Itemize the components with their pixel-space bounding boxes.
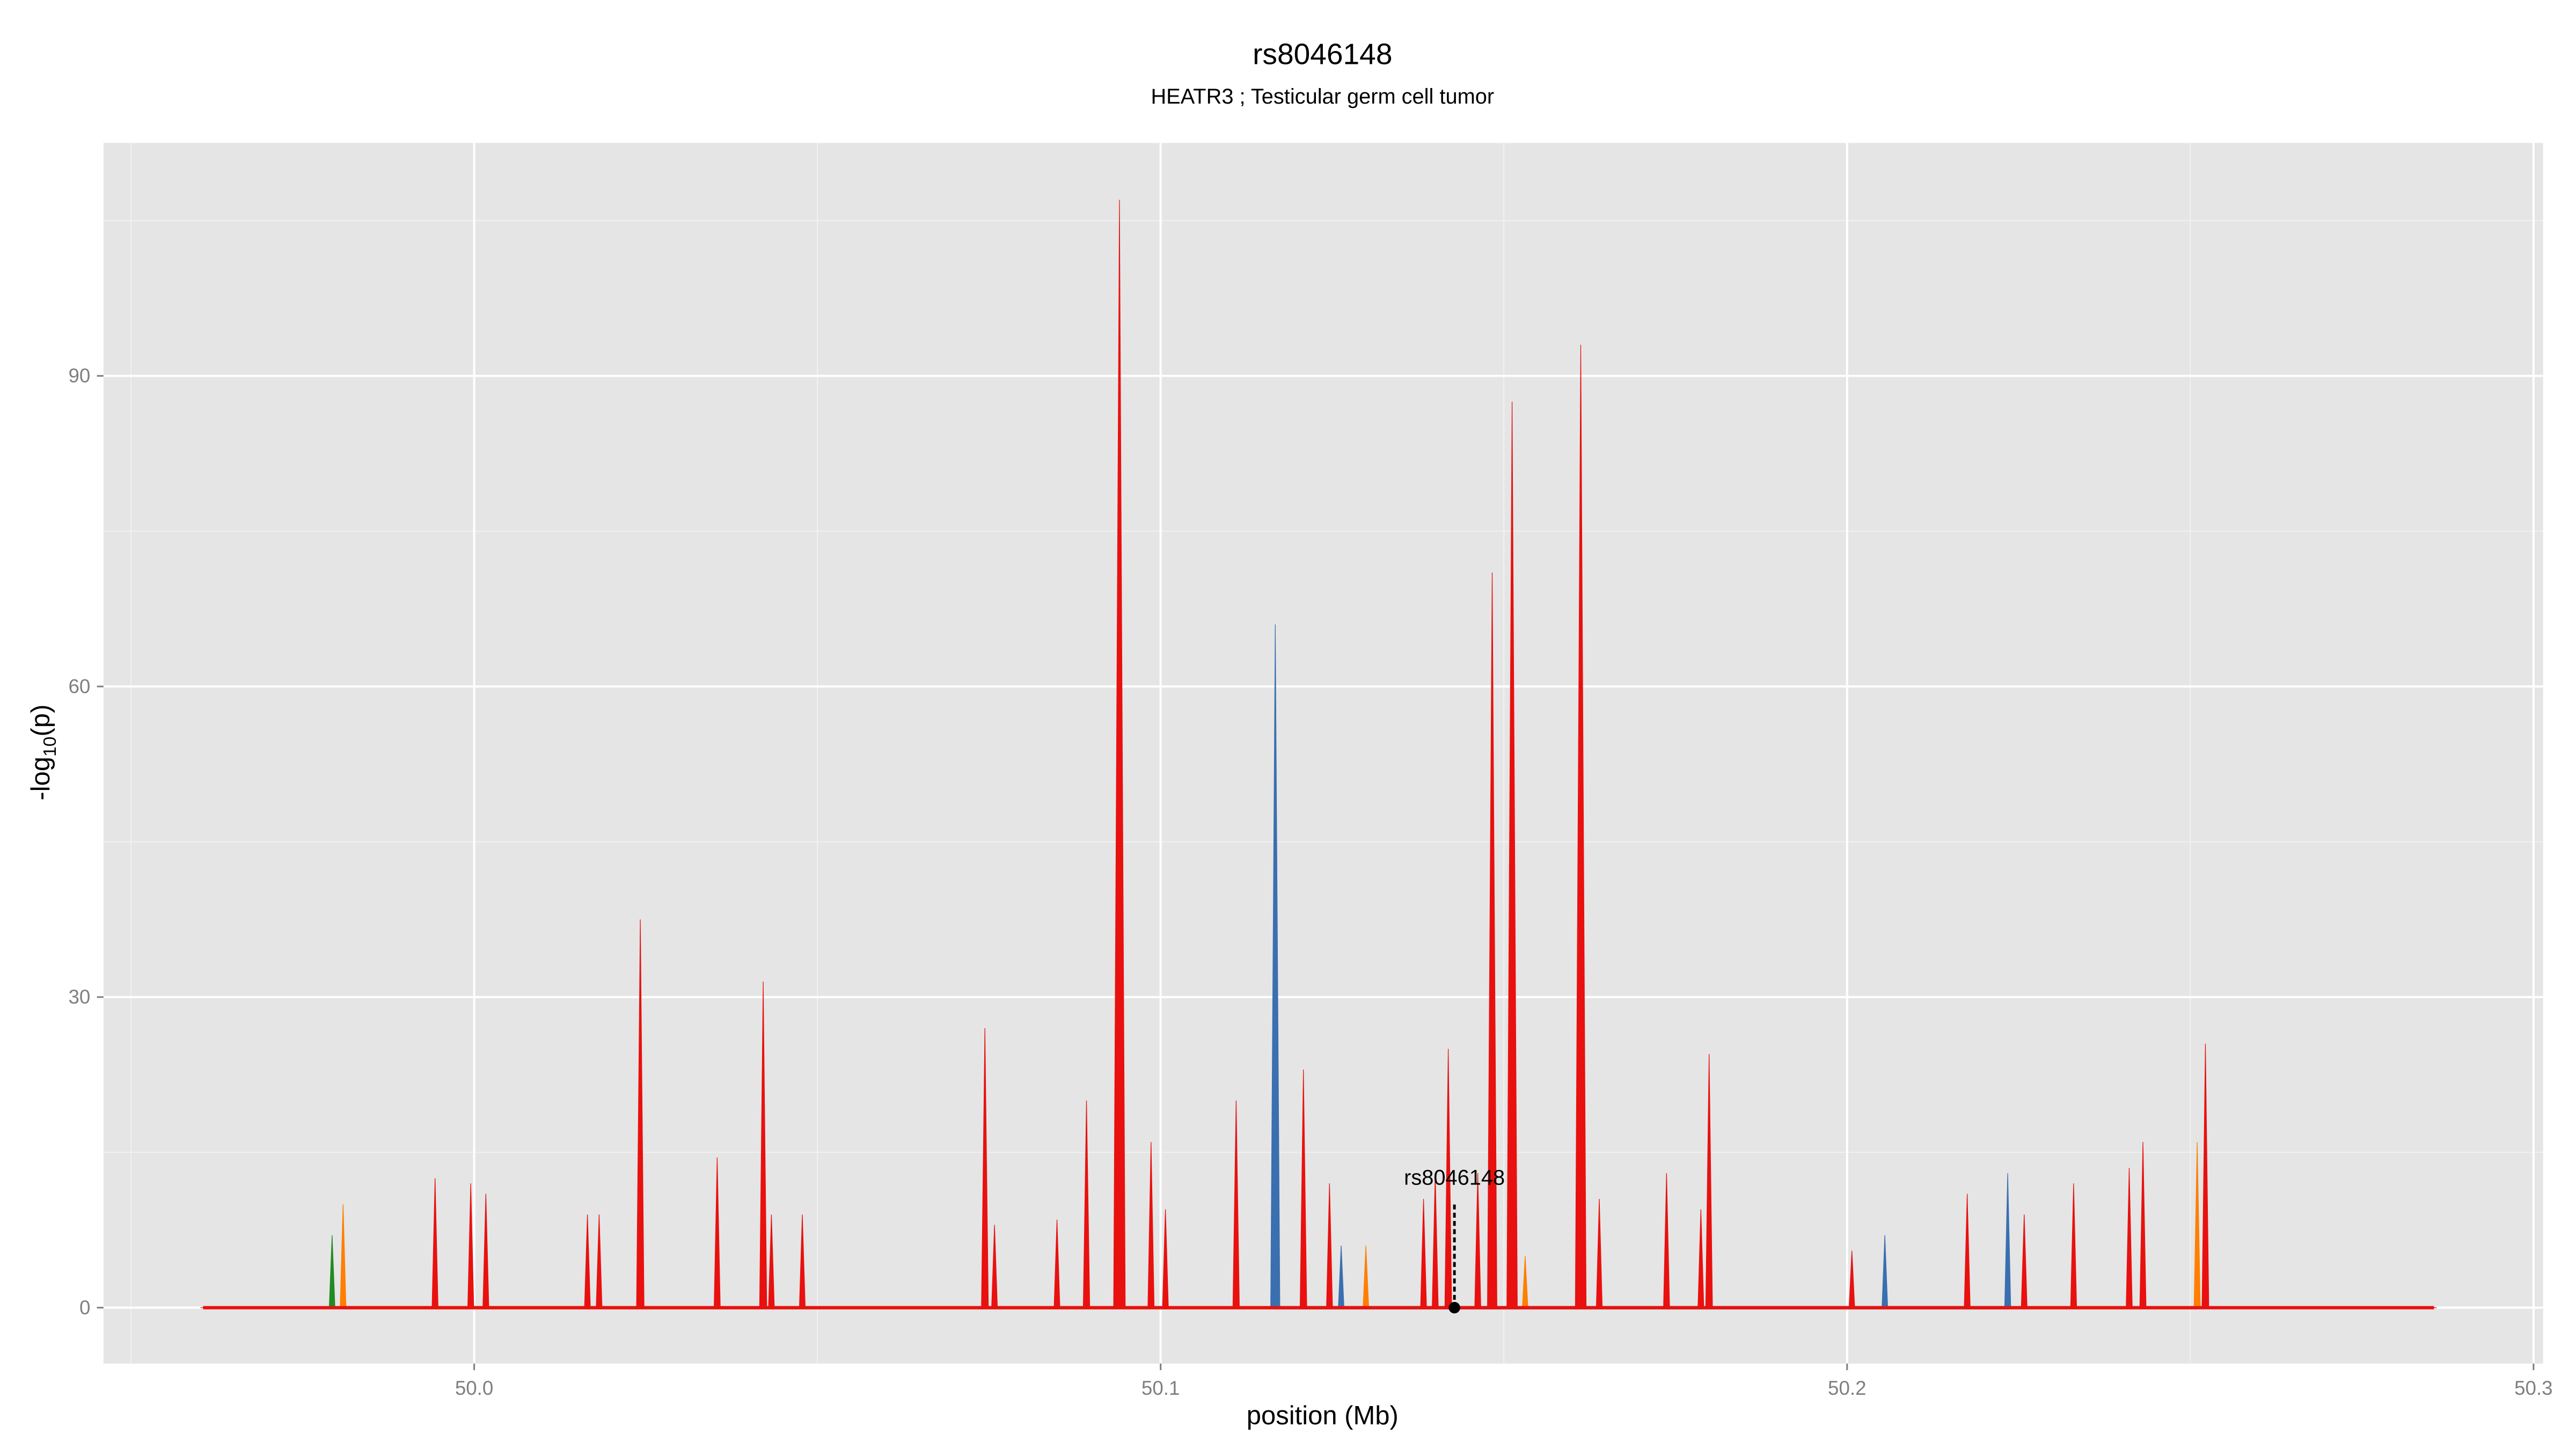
spike bbox=[2126, 1168, 2133, 1308]
x-tick-label: 50.0 bbox=[455, 1377, 493, 1399]
spike bbox=[1444, 1049, 1452, 1308]
spike bbox=[431, 1178, 438, 1308]
spike bbox=[482, 1194, 489, 1308]
x-tick-label: 50.3 bbox=[2514, 1377, 2552, 1399]
spike bbox=[1432, 1173, 1439, 1308]
spike bbox=[596, 1214, 603, 1308]
x-tick-label: 50.1 bbox=[1141, 1377, 1180, 1399]
y-label-sub: 10 bbox=[40, 736, 60, 756]
spike bbox=[1663, 1173, 1670, 1308]
spike bbox=[1162, 1209, 1169, 1308]
y-tick-label: 30 bbox=[69, 986, 91, 1008]
y-label-suffix: (p) bbox=[26, 705, 55, 737]
spike bbox=[584, 1214, 591, 1308]
spike bbox=[991, 1225, 998, 1308]
spike bbox=[799, 1214, 806, 1308]
spike bbox=[2021, 1214, 2028, 1308]
spike bbox=[1705, 1053, 1713, 1308]
series bbox=[200, 200, 2437, 1309]
spike bbox=[1474, 1173, 1481, 1308]
spike bbox=[759, 981, 767, 1308]
spike bbox=[2070, 1183, 2077, 1308]
spike bbox=[1964, 1194, 1971, 1308]
spike bbox=[1596, 1199, 1603, 1308]
spike bbox=[1575, 345, 1587, 1308]
y-tick-label: 60 bbox=[69, 675, 91, 697]
annotation-point bbox=[1448, 1301, 1460, 1314]
spike bbox=[1420, 1199, 1427, 1308]
spike bbox=[2201, 1043, 2209, 1308]
spike bbox=[1113, 200, 1126, 1308]
chart-subtitle: HEATR3 ; Testicular germ cell tumor bbox=[1151, 85, 1494, 108]
y-axis-label: -log10(p) bbox=[26, 705, 60, 801]
y-tick-label: 90 bbox=[69, 365, 91, 387]
spike bbox=[1053, 1219, 1060, 1308]
spike bbox=[1848, 1250, 1855, 1308]
spike bbox=[1326, 1183, 1333, 1308]
spike bbox=[636, 919, 645, 1308]
spike bbox=[467, 1183, 474, 1308]
spike bbox=[1697, 1209, 1704, 1308]
plot-background bbox=[103, 143, 2543, 1364]
spike bbox=[1232, 1100, 1240, 1308]
annotation-label: rs8046148 bbox=[1404, 1166, 1505, 1190]
spike bbox=[768, 1214, 775, 1308]
x-tick-label: 50.2 bbox=[1828, 1377, 1866, 1399]
spike bbox=[981, 1028, 989, 1308]
y-tick-label: 0 bbox=[79, 1297, 90, 1319]
spike bbox=[1299, 1069, 1307, 1308]
spike bbox=[1147, 1141, 1155, 1308]
spike bbox=[1506, 401, 1518, 1308]
chart-title: rs8046148 bbox=[1253, 37, 1392, 70]
spike bbox=[1487, 572, 1497, 1308]
spike bbox=[714, 1157, 721, 1308]
y-label-prefix: -log bbox=[26, 757, 55, 801]
spike bbox=[2139, 1141, 2147, 1308]
spike bbox=[1082, 1100, 1091, 1308]
x-axis-label: position (Mb) bbox=[1247, 1401, 1399, 1430]
